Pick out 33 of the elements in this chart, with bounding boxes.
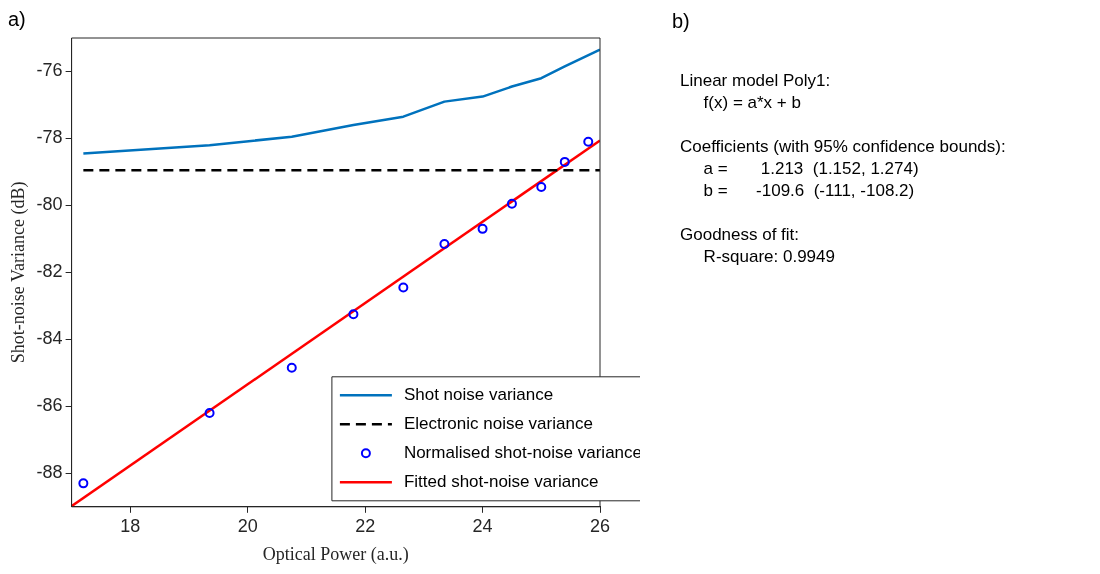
x-axis-title: Optical Power (a.u.): [262, 543, 409, 565]
legend-label: Electronic noise variance: [403, 413, 593, 433]
legend-label: Shot noise variance: [403, 384, 554, 404]
point: [204, 408, 215, 419]
y-axis-title: Shot-noise Variance (dB): [7, 181, 29, 364]
y-tick-label: -88: [36, 462, 63, 483]
y-tick-label: -82: [36, 261, 63, 282]
legend-label: Fitted shot-noise variance: [403, 471, 599, 491]
x-tick-label: 24: [472, 515, 493, 536]
y-tick-label: -80: [36, 194, 63, 215]
x-tick-label: 20: [237, 515, 258, 536]
point: [348, 309, 359, 320]
x-tick-label: 26: [589, 515, 611, 536]
text: Goodness of fit: R-square: 0.9949: [680, 224, 836, 268]
y-tick-label: -78: [36, 127, 63, 148]
x-tick-label: 18: [120, 515, 141, 536]
x-tick-label: 22: [355, 515, 376, 536]
point: [506, 198, 517, 209]
point: [78, 478, 89, 489]
text: Linear model Poly1: f(x) = a*x + b: [680, 70, 832, 114]
point: [398, 282, 409, 293]
text: Coefficients (with 95% confidence bounds): a = 1.213 (1.152, 1.274) b = -109.6 (-111, -108.2): [680, 136, 1006, 202]
point: [477, 223, 488, 234]
point: [286, 362, 297, 373]
y-tick-label: -76: [36, 60, 63, 81]
y-tick-label: -84: [36, 328, 63, 349]
point: [536, 182, 547, 193]
text: b): [672, 10, 690, 32]
point: [583, 136, 594, 147]
point: [559, 156, 570, 167]
y-tick-label: -86: [36, 395, 63, 416]
point: [439, 238, 450, 249]
text: a): [8, 8, 26, 30]
